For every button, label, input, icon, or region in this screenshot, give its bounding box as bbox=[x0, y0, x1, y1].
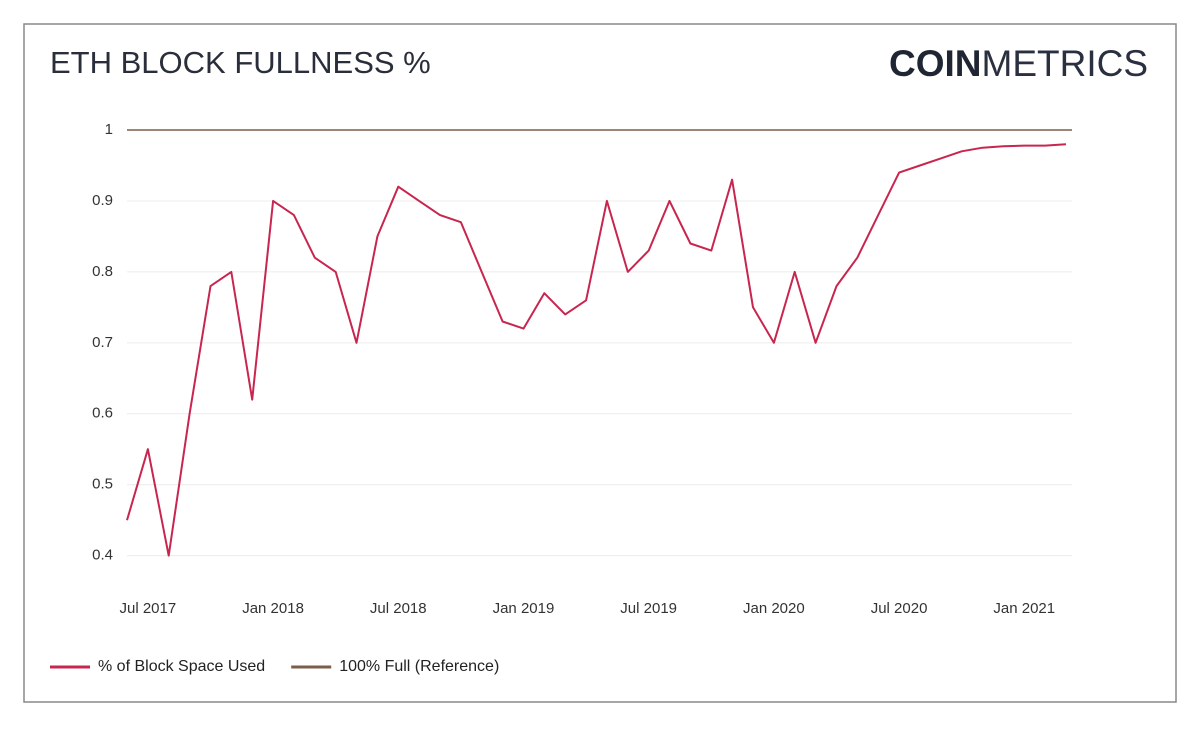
legend-label: % of Block Space Used bbox=[98, 658, 265, 675]
y-tick-label: 1 bbox=[105, 121, 113, 138]
y-tick-label: 0.7 bbox=[92, 334, 113, 351]
x-tick-label: Jul 2019 bbox=[620, 600, 677, 617]
y-tick-label: 0.5 bbox=[92, 476, 113, 493]
line-series bbox=[126, 143, 1067, 557]
x-tick-label: Jul 2018 bbox=[370, 600, 427, 617]
y-tick-label: 0.9 bbox=[92, 192, 113, 209]
logo: COINMETRICS bbox=[889, 43, 1148, 84]
x-tick-label: Jan 2019 bbox=[493, 600, 555, 617]
y-tick-label: 0.8 bbox=[92, 263, 113, 280]
x-tick-label: Jul 2020 bbox=[871, 600, 928, 617]
logo-light: METRICS bbox=[982, 43, 1149, 84]
y-tick-label: 0.4 bbox=[92, 547, 113, 564]
x-tick-label: Jan 2021 bbox=[993, 600, 1055, 617]
y-tick-label: 0.6 bbox=[92, 405, 113, 422]
x-tick-label: Jul 2017 bbox=[120, 600, 177, 617]
card bbox=[23, 23, 1177, 703]
logo-bold: COIN bbox=[889, 43, 982, 84]
x-tick-label: Jan 2018 bbox=[242, 600, 304, 617]
chart-title: ETH BLOCK FULLNESS % bbox=[50, 45, 431, 80]
legend-label: 100% Full (Reference) bbox=[339, 658, 499, 675]
x-tick-label: Jan 2020 bbox=[743, 600, 805, 617]
plot: 0.4 0.5 0.6 0.7 0.8 0.9 1 Jul 2017 Jan 2018 Jul 2… bbox=[50, 121, 1072, 675]
